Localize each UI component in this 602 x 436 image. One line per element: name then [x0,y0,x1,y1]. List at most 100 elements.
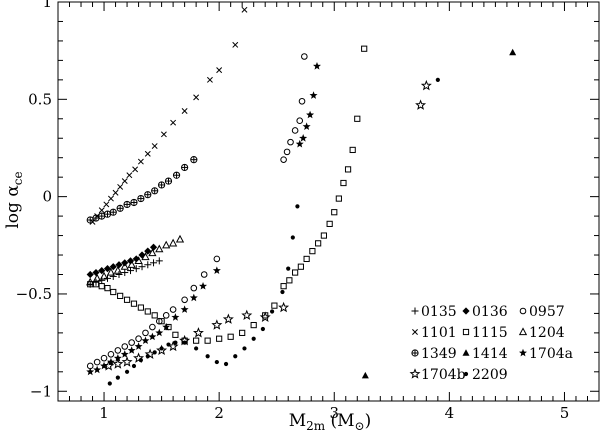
data-point [126,257,135,265]
data-point [98,207,105,214]
data-point [127,346,136,354]
data-point [200,271,208,278]
series-2209 [107,77,440,386]
data-point [121,343,129,350]
data-point [214,359,219,365]
data-point [309,91,318,99]
data-point [303,255,310,263]
legend-item-1115: 1115 [462,325,508,341]
data-point [283,148,291,156]
data-point [155,244,164,253]
data-point [211,319,223,330]
data-point [103,201,110,208]
series-1204 [86,234,185,286]
legend-marker [519,348,527,357]
data-point [109,208,117,216]
data-point [148,332,157,341]
data-point [193,337,200,344]
legend-marker [409,368,421,379]
data-point [340,179,347,187]
data-point [251,336,256,341]
data-point [132,255,140,263]
data-point [295,139,304,148]
data-point [114,347,122,354]
data-point [290,235,295,240]
data-point [349,146,356,154]
series-0136 [86,243,158,279]
data-point [134,342,143,350]
data-point [326,220,333,227]
data-point [213,255,221,263]
data-point [109,263,117,271]
y-tick-label: 0.5 [28,90,52,108]
data-point [120,262,129,270]
data-point [162,240,171,249]
legend-label: 1704b [421,367,466,383]
data-point [280,289,285,295]
data-point [124,369,130,374]
data-point [135,335,142,343]
data-point [121,178,128,185]
data-point [127,267,135,275]
data-point [170,119,177,126]
data-point [335,195,342,202]
data-point [142,329,149,337]
legend-label: 0957 [529,304,565,320]
x-tick-label: 5 [560,404,570,422]
x-tick-label: 2 [214,404,224,422]
data-point [193,94,200,101]
data-point [155,328,164,337]
legend-marker [463,371,469,377]
legend-marker [411,349,419,357]
data-point [180,305,189,313]
y-axis-title: log αce [3,171,25,228]
data-point [98,283,105,290]
series-1414 [361,48,517,379]
series-1115 [87,45,368,344]
data-point [287,138,294,146]
data-point [151,312,158,319]
data-point [181,296,188,304]
legend-marker [519,307,527,315]
data-series [86,6,517,386]
data-point [107,195,114,202]
data-point [106,267,116,276]
data-point [172,171,181,179]
series-1704a [86,62,321,376]
x-axis-title: M2m (M⊙) [289,411,372,433]
series-0957 [86,53,308,370]
data-point [354,115,361,122]
data-point [315,240,322,247]
data-point [241,309,253,321]
legend-item-1204: 1204 [518,325,565,341]
data-point [126,172,133,179]
data-point [169,306,177,313]
data-point [130,300,138,307]
data-point [131,363,137,369]
data-point [205,354,210,359]
data-point [92,268,100,277]
data-point [159,346,164,351]
y-tick-label: −0.5 [16,285,52,303]
data-point [189,293,198,302]
data-point [280,156,287,163]
legend-marker [462,349,470,356]
data-point [151,143,158,149]
data-point [171,313,180,321]
data-point [162,322,171,331]
data-point [93,365,102,374]
x-tick-label: 4 [445,404,455,422]
x-tick-label: 3 [329,404,339,422]
data-point [117,292,124,299]
data-point [110,288,117,296]
legend-label: 1414 [472,346,508,362]
data-point [144,247,152,255]
data-point [297,263,304,270]
series-1704b [103,79,432,371]
data-point [160,131,167,138]
legend-item-1704b: 1704b [409,367,466,383]
axis-ticks [58,2,599,401]
data-point [133,352,145,363]
legend-label: 0135 [421,304,457,320]
